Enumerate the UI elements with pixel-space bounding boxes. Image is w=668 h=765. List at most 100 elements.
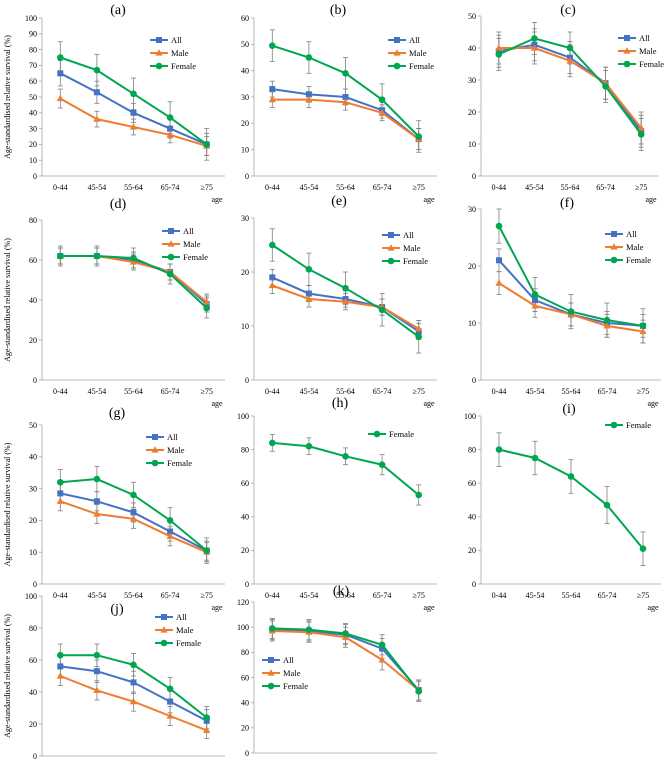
data-point-female bbox=[567, 308, 575, 315]
y-tick-label: 100 bbox=[464, 412, 476, 421]
legend-marker-male bbox=[267, 669, 275, 676]
legend-label-female: Female bbox=[409, 61, 434, 71]
x-axis-label: age bbox=[423, 603, 435, 612]
data-point-all bbox=[342, 94, 349, 100]
y-tick-label: 60 bbox=[29, 656, 37, 665]
data-point-female bbox=[566, 44, 574, 52]
data-point-female bbox=[531, 291, 539, 298]
legend-label-female: Female bbox=[639, 59, 664, 69]
x-axis-label: age bbox=[647, 399, 659, 408]
data-point-all bbox=[305, 91, 312, 98]
data-point-male bbox=[637, 124, 645, 131]
panel-j: 0 20 40 60 80 100 0-44 45-54 55-64 65-74 ≥75 age (j)… bbox=[3, 592, 225, 765]
panel-title: (b) bbox=[330, 3, 347, 18]
legend-marker-male bbox=[387, 244, 395, 251]
y-tick-label: 30 bbox=[29, 124, 37, 133]
data-point-male bbox=[166, 712, 174, 719]
data-point-female bbox=[531, 454, 539, 462]
x-tick-label: 45-54 bbox=[300, 591, 319, 600]
x-tick-label: 0-44 bbox=[492, 591, 507, 600]
x-tick-label: ≥75 bbox=[201, 183, 213, 192]
legend-marker-male bbox=[160, 626, 168, 633]
x-tick-label: 0-44 bbox=[265, 591, 280, 600]
y-tick-label: 50 bbox=[29, 421, 37, 430]
data-point-female bbox=[603, 316, 611, 324]
legend-marker-female bbox=[610, 256, 618, 264]
legend-marker-female bbox=[610, 421, 618, 429]
data-point-all bbox=[496, 257, 502, 264]
data-point-female bbox=[342, 630, 349, 637]
data-point-female bbox=[305, 54, 313, 61]
legend-label-female: Female bbox=[167, 458, 192, 468]
x-tick-label: 45-54 bbox=[526, 591, 545, 600]
data-point-all bbox=[57, 663, 64, 670]
x-axis-label: age bbox=[211, 195, 223, 204]
data-point-female bbox=[415, 333, 423, 341]
data-point-female bbox=[639, 322, 647, 330]
data-point-male bbox=[93, 115, 101, 122]
x-tick-label: 55-64 bbox=[124, 387, 143, 396]
data-point-male bbox=[268, 281, 276, 289]
data-point-male bbox=[378, 109, 386, 116]
x-tick-label: 55-64 bbox=[562, 591, 581, 600]
data-point-male bbox=[56, 497, 64, 504]
data-point-all bbox=[269, 274, 276, 281]
y-tick-label: 90 bbox=[29, 30, 37, 39]
data-point-female bbox=[203, 141, 210, 148]
data-point-female bbox=[378, 461, 386, 469]
y-tick-label: 40 bbox=[29, 688, 37, 697]
y-tick-label: 50 bbox=[468, 12, 476, 21]
data-point-female bbox=[130, 491, 137, 499]
data-point-female bbox=[602, 83, 609, 90]
y-tick-label: 60 bbox=[241, 673, 249, 682]
x-tick-label: 0-44 bbox=[492, 387, 507, 396]
data-point-all bbox=[57, 490, 64, 497]
y-tick-label: 30 bbox=[29, 484, 37, 493]
x-tick-label: 55-64 bbox=[336, 387, 355, 396]
x-tick-label: ≥75 bbox=[637, 387, 649, 396]
x-tick-label: ≥75 bbox=[637, 591, 649, 600]
data-point-male bbox=[378, 656, 386, 663]
data-point-male bbox=[203, 298, 211, 305]
y-tick-label: 40 bbox=[241, 698, 249, 707]
panel-title: (g) bbox=[109, 406, 126, 421]
x-tick-label: 45-54 bbox=[88, 183, 107, 192]
data-point-female bbox=[130, 254, 137, 262]
panel-h: 0 20 40 60 80 100 0-44 45-54 55-64 65-74 ≥75 age (h)… bbox=[237, 396, 437, 612]
legend-marker-all bbox=[161, 614, 167, 620]
legend-label-female: Female bbox=[283, 681, 308, 691]
data-point-all bbox=[269, 86, 276, 93]
y-tick-label: 0 bbox=[33, 752, 37, 760]
x-axis-label: age bbox=[211, 603, 223, 612]
data-point-male bbox=[129, 123, 138, 130]
data-point-female bbox=[57, 651, 64, 659]
legend-label-female: Female bbox=[626, 420, 651, 430]
legend-label-all: All bbox=[183, 226, 195, 236]
data-point-female bbox=[415, 491, 423, 499]
data-point-female bbox=[603, 501, 611, 509]
legend-label-male: Male bbox=[626, 242, 644, 252]
x-tick-label: 0-44 bbox=[53, 591, 68, 600]
data-point-female bbox=[166, 517, 174, 524]
legend-marker-all bbox=[268, 657, 274, 663]
y-tick-label: 0 bbox=[245, 376, 249, 385]
data-point-all bbox=[93, 89, 100, 96]
data-point-male bbox=[639, 327, 647, 335]
panel-e: 0 10 20 30 0-44 45-54 55-64 65-74 ≥75 age (e) All Ma… bbox=[241, 194, 437, 408]
x-tick-label: 55-64 bbox=[124, 183, 143, 192]
data-point-female bbox=[57, 478, 64, 486]
x-tick-label: 65-74 bbox=[161, 183, 180, 192]
legend-label-male: Male bbox=[167, 445, 185, 455]
data-point-female bbox=[495, 446, 503, 453]
y-tick-label: 0 bbox=[472, 376, 476, 385]
legend-label-female: Female bbox=[176, 638, 201, 648]
data-point-female bbox=[567, 473, 575, 480]
data-point-all bbox=[532, 297, 538, 304]
y-tick-label: 40 bbox=[241, 513, 249, 522]
x-tick-label: 55-64 bbox=[561, 183, 580, 192]
y-tick-label: 0 bbox=[33, 376, 37, 385]
y-tick-label: 10 bbox=[241, 322, 249, 331]
legend-marker-female bbox=[167, 253, 175, 261]
y-tick-label: 100 bbox=[237, 623, 249, 632]
data-point-male bbox=[603, 322, 611, 329]
